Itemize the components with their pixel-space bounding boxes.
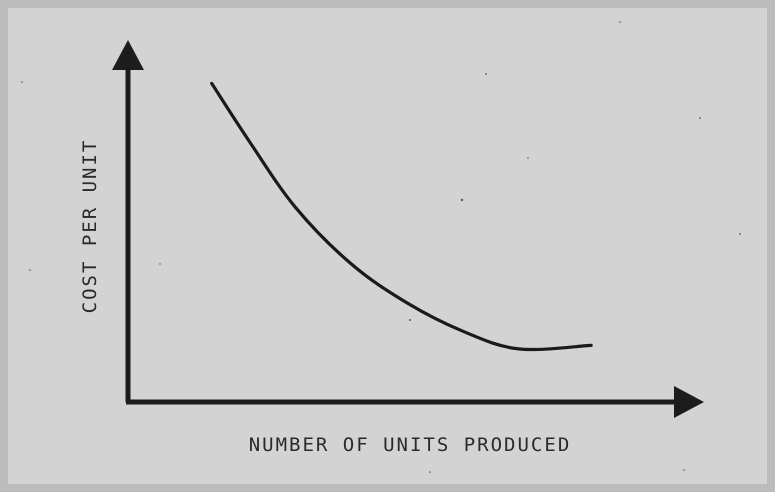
scan-specks [21,21,741,473]
x-axis-arrow-icon [674,386,704,418]
y-axis-arrow-icon [112,40,144,70]
y-axis-label: COST PER UNIT [79,139,101,314]
x-axis-label: NUMBER OF UNITS PRODUCED [249,434,572,456]
chart-panel [8,8,767,484]
cost-curve-line [210,81,593,352]
